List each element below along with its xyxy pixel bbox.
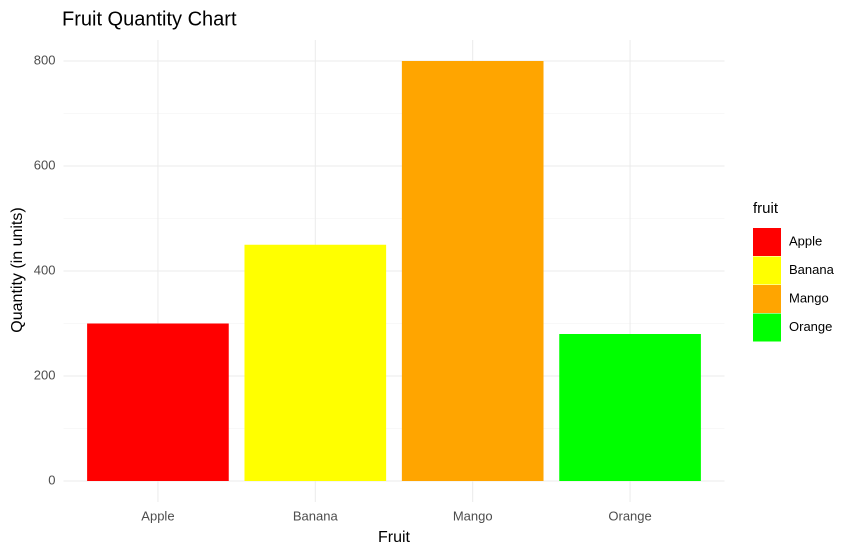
x-axis-title: Fruit (378, 529, 411, 546)
legend-swatch (753, 285, 781, 313)
x-tick-label: Orange (608, 508, 651, 523)
legend-label: Apple (789, 233, 822, 248)
legend-label: Mango (789, 290, 829, 305)
y-tick-label: 800 (34, 52, 56, 67)
legend-swatch (753, 313, 781, 342)
y-tick-label: 200 (34, 367, 56, 382)
legend-swatch (753, 228, 781, 256)
bar (559, 334, 701, 481)
y-tick-label: 0 (48, 472, 55, 487)
x-tick-label: Mango (453, 508, 493, 523)
chart-title: Fruit Quantity Chart (62, 8, 237, 30)
x-tick-label: Apple (141, 508, 174, 523)
y-axis-title: Quantity (in units) (9, 207, 26, 332)
bar (244, 244, 387, 481)
x-tick-label: Banana (293, 508, 339, 523)
y-tick-label: 600 (34, 157, 56, 172)
legend-label: Orange (789, 319, 832, 334)
legend-title: fruit (753, 200, 779, 217)
bar (87, 323, 229, 481)
y-tick-label: 400 (34, 262, 56, 277)
bar (401, 61, 544, 481)
legend-swatch (753, 256, 781, 285)
legend-label: Banana (789, 262, 835, 277)
